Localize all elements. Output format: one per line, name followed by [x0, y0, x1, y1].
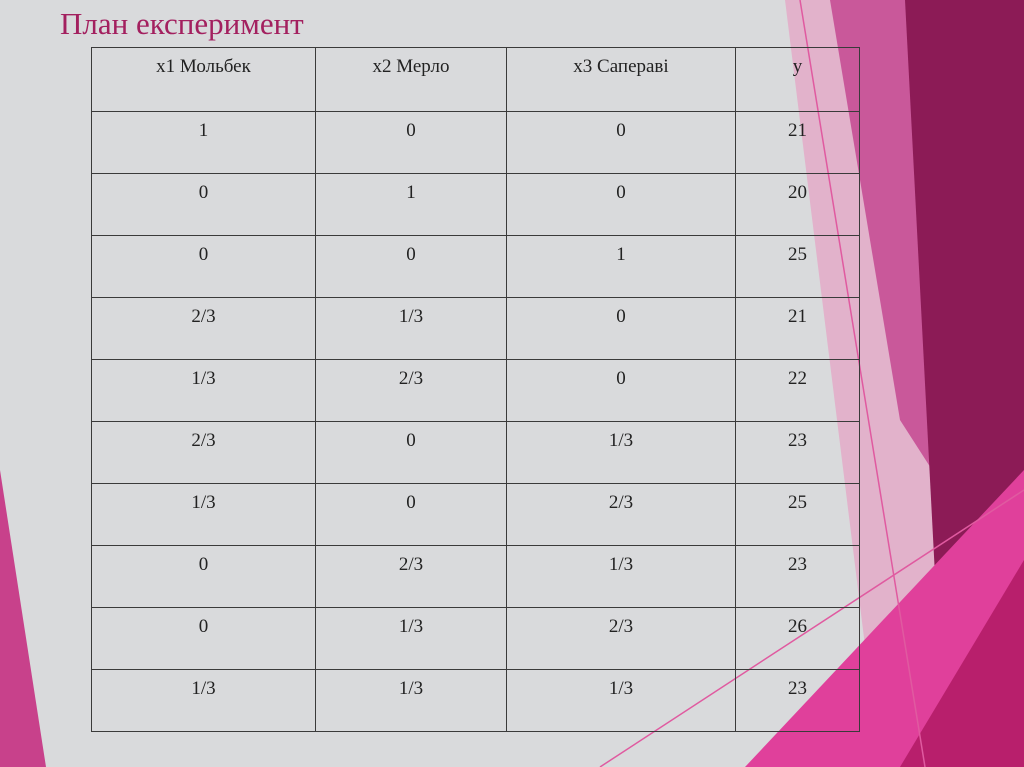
- table-row: 0 1 0 20: [91, 173, 860, 236]
- table-cell: 25: [735, 483, 860, 546]
- table-cell: 0: [315, 483, 507, 546]
- table-cell: 22: [735, 359, 860, 422]
- table-body: 1 0 0 21 0 1 0 20 0 0 1 25 2/3 1/3 0 21 1/3 2/3 0 22 2/3 0 1/3…: [91, 111, 860, 732]
- table-cell: 2/3: [315, 359, 507, 422]
- table-cell: 1/3: [506, 545, 736, 608]
- table-cell: 2/3: [91, 421, 316, 484]
- table-cell: 0: [91, 235, 316, 298]
- table-cell: 1/3: [506, 421, 736, 484]
- shape: [0, 470, 46, 767]
- table-cell: 2/3: [506, 607, 736, 670]
- table-cell: 0: [91, 607, 316, 670]
- table-cell: 0: [91, 173, 316, 236]
- table-cell: 2/3: [315, 545, 507, 608]
- column-header: x2 Мерло: [315, 47, 507, 112]
- title: План експеримент: [60, 6, 304, 41]
- table-cell: 0: [315, 235, 507, 298]
- column-header: x3 Сапераві: [506, 47, 736, 112]
- table-cell: 0: [315, 421, 507, 484]
- column-header: y: [735, 47, 860, 112]
- table-row: 1/3 0 2/3 25: [91, 483, 860, 546]
- table-cell: 1: [91, 111, 316, 174]
- table-cell: 0: [506, 359, 736, 422]
- table-cell: 21: [735, 297, 860, 360]
- table-cell: 23: [735, 421, 860, 484]
- table-cell: 1: [506, 235, 736, 298]
- table-row: 0 1/3 2/3 26: [91, 607, 860, 670]
- table-cell: 0: [506, 111, 736, 174]
- table-cell: 1/3: [91, 483, 316, 546]
- table-row: 1 0 0 21: [91, 111, 860, 174]
- table-cell: 2/3: [91, 297, 316, 360]
- table-row: 1/3 1/3 1/3 23: [91, 669, 860, 732]
- table-cell: 20: [735, 173, 860, 236]
- header-row: x1 Мольбек x2 Мерло x3 Сапераві y: [91, 47, 860, 112]
- table-cell: 1: [315, 173, 507, 236]
- table: x1 Мольбек x2 Мерло x3 Сапераві y 1 0 0 21 0 1 0 2…: [91, 47, 860, 732]
- table-row: 2/3 1/3 0 21: [91, 297, 860, 360]
- table-cell: 0: [91, 545, 316, 608]
- column-header: x1 Мольбек: [91, 47, 316, 112]
- table-cell: 0: [315, 111, 507, 174]
- table-cell: 0: [506, 297, 736, 360]
- table-cell: 0: [506, 173, 736, 236]
- table-cell: 1/3: [315, 607, 507, 670]
- table-cell: 1/3: [91, 669, 316, 732]
- table-cell: 21: [735, 111, 860, 174]
- table-cell: 1/3: [315, 297, 507, 360]
- table-row: 2/3 0 1/3 23: [91, 421, 860, 484]
- table-cell: 23: [735, 545, 860, 608]
- table-cell: 1/3: [506, 669, 736, 732]
- table-cell: 1/3: [91, 359, 316, 422]
- table-cell: 25: [735, 235, 860, 298]
- table-cell: 1/3: [315, 669, 507, 732]
- table-cell: 26: [735, 607, 860, 670]
- table-row: 1/3 2/3 0 22: [91, 359, 860, 422]
- table-cell: 2/3: [506, 483, 736, 546]
- table-cell: 23: [735, 669, 860, 732]
- shape: [900, 560, 1024, 767]
- table-row: 0 0 1 25: [91, 235, 860, 298]
- table-row: 0 2/3 1/3 23: [91, 545, 860, 608]
